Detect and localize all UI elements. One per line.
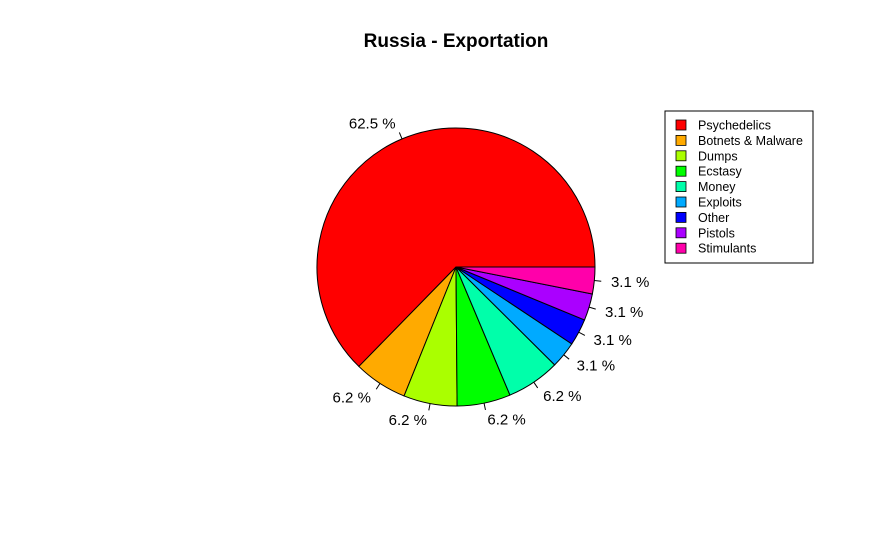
legend-swatch-other	[675, 211, 687, 223]
legend-swatch-stimulants	[675, 242, 687, 254]
legend-swatch-dumps	[675, 150, 687, 162]
label-tick-other	[578, 331, 586, 336]
legend-label-dumps: Dumps	[698, 149, 738, 163]
legend-label-money: Money	[698, 180, 736, 194]
slice-label-exploits: 3.1 %	[577, 357, 615, 374]
legend-swatch-psychedelics	[675, 119, 687, 131]
legend-swatch-pistols	[675, 227, 687, 239]
legend-label-pistols: Pistols	[698, 226, 735, 240]
slice-label-stimulants: 3.1 %	[611, 274, 649, 291]
legend-swatch-exploits	[675, 196, 687, 208]
slice-label-botnets-malware: 6.2 %	[333, 389, 371, 406]
chart-title: Russia - Exportation	[364, 31, 549, 52]
legend-label-ecstasy: Ecstasy	[698, 165, 743, 179]
legend-box	[664, 110, 814, 264]
slice-label-psychedelics: 62.5 %	[349, 116, 396, 133]
pie-slices	[316, 127, 596, 407]
label-tick-botnets-malware	[375, 383, 381, 390]
legend-swatch-botnets-malware	[675, 134, 687, 146]
legend-label-botnets-malware: Botnets & Malware	[698, 134, 803, 148]
slice-label-money: 6.2 %	[543, 388, 581, 405]
label-tick-money	[533, 381, 539, 389]
legend-label-stimulants: Stimulants	[698, 242, 756, 256]
label-tick-ecstasy	[483, 403, 486, 411]
label-tick-psychedelics	[398, 132, 403, 140]
slice-label-pistols: 3.1 %	[605, 304, 643, 321]
legend-label-other: Other	[698, 211, 729, 225]
legend-label-exploits: Exploits	[698, 196, 742, 210]
label-tick-pistols	[588, 306, 596, 310]
legend-swatch-money	[675, 181, 687, 193]
label-tick-dumps	[428, 403, 431, 411]
label-tick-exploits	[563, 354, 570, 360]
label-tick-stimulants	[594, 280, 602, 282]
pie-slice-stimulants	[455, 266, 596, 295]
legend-label-psychedelics: Psychedelics	[698, 119, 771, 133]
slice-label-other: 3.1 %	[593, 332, 631, 349]
legend-swatch-ecstasy	[675, 165, 687, 177]
slice-labels: 62.5 % 6.2 % 6.2 % 6.2 % 6.2 % 3.1 % 3.1 % 3.1 …	[333, 116, 650, 429]
slice-label-dumps: 6.2 %	[389, 412, 427, 429]
slice-label-ecstasy: 6.2 %	[487, 411, 525, 428]
